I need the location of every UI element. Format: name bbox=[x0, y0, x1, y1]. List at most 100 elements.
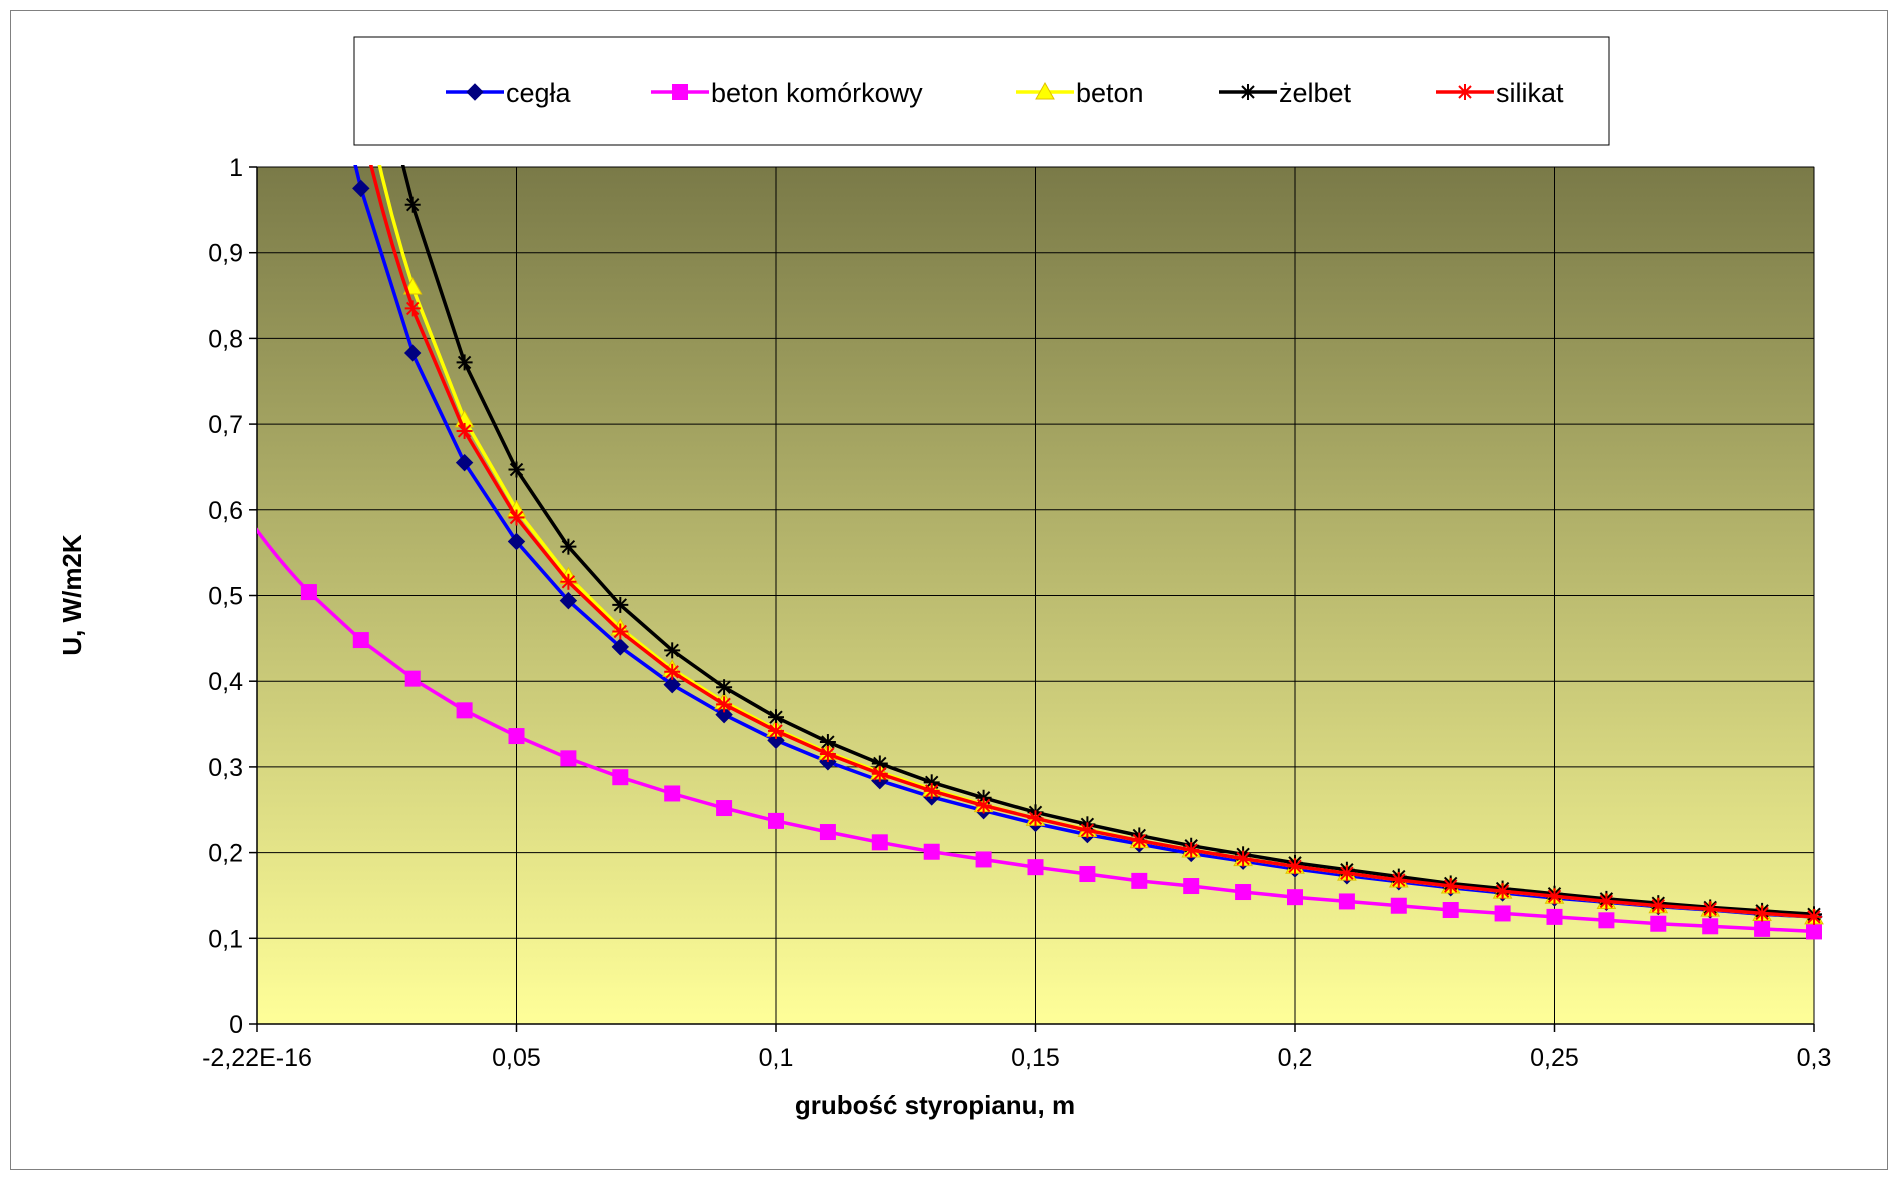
y-tick-label-8: 0,8 bbox=[208, 325, 243, 353]
point-4-10 bbox=[819, 746, 836, 763]
point-4-18 bbox=[1235, 850, 1252, 867]
point-1-19 bbox=[1287, 889, 1303, 906]
legend-item-1: beton komórkowy bbox=[651, 78, 923, 108]
legend-marker-2 bbox=[1035, 81, 1055, 100]
legend-label-0: cegła bbox=[506, 78, 572, 108]
point-1-2 bbox=[404, 670, 421, 687]
legend-marker-1 bbox=[672, 84, 688, 100]
point-4-22 bbox=[1442, 878, 1459, 895]
x-tick-label-5: 0,25 bbox=[1530, 1044, 1579, 1072]
grid bbox=[256, 166, 1815, 1025]
point-4-17 bbox=[1183, 842, 1200, 859]
chart-frame: cegła beton komórkowy beton żelbet silikat 0… bbox=[10, 10, 1888, 1170]
point-1-3 bbox=[456, 702, 473, 719]
point-4-12 bbox=[923, 782, 940, 799]
point-1-23 bbox=[1494, 905, 1511, 922]
point-1-18 bbox=[1235, 884, 1252, 901]
point-4-3 bbox=[456, 422, 473, 439]
point-1-11 bbox=[871, 834, 888, 851]
y-tick-label-2: 0,2 bbox=[208, 840, 243, 868]
point-1-27 bbox=[1702, 918, 1719, 935]
point-0-6 bbox=[611, 638, 630, 656]
y-tick-label-3: 0,3 bbox=[208, 754, 243, 782]
legend-box bbox=[353, 36, 1610, 146]
series-4 bbox=[369, 165, 1822, 925]
legend-label-4: silikat bbox=[1496, 78, 1564, 108]
y-tick-label-10: 1 bbox=[229, 154, 243, 182]
point-3-6 bbox=[612, 596, 629, 613]
point-1-9 bbox=[768, 812, 784, 829]
point-0-2 bbox=[403, 344, 422, 362]
series-line-3 bbox=[400, 165, 1815, 917]
y-axis-title: U, W/m2K bbox=[57, 534, 87, 656]
point-0-7 bbox=[663, 675, 681, 694]
point-3-9 bbox=[768, 709, 784, 726]
y-tick-label-9: 0,9 bbox=[208, 240, 243, 268]
point-3-5 bbox=[560, 538, 577, 555]
x-tick-label-1: 0,05 bbox=[492, 1044, 541, 1072]
legend-item-3: żelbet bbox=[1219, 78, 1352, 108]
point-3-4 bbox=[508, 461, 525, 478]
point-4-8 bbox=[716, 696, 733, 713]
point-4-27 bbox=[1702, 901, 1719, 918]
point-1-22 bbox=[1442, 902, 1459, 919]
point-1-5 bbox=[560, 750, 577, 767]
point-1-0 bbox=[300, 584, 317, 601]
point-1-20 bbox=[1338, 893, 1355, 910]
y-tick-label-0: 0 bbox=[229, 1011, 243, 1039]
y-tick-label-6: 0,6 bbox=[208, 497, 243, 525]
point-4-16 bbox=[1131, 832, 1148, 849]
legend-label-1: beton komórkowy bbox=[711, 78, 923, 108]
point-3-3 bbox=[456, 354, 473, 371]
legend-label-3: żelbet bbox=[1279, 78, 1352, 108]
chart-svg: cegła beton komórkowy beton żelbet silikat 0… bbox=[57, 36, 1831, 1120]
x-tick-label-2: 0,1 bbox=[759, 1044, 794, 1072]
point-1-7 bbox=[664, 785, 681, 802]
x-tick-label-3: 0,15 bbox=[1011, 1044, 1060, 1072]
y-tick-label-1: 0,1 bbox=[208, 925, 243, 953]
x-axis-title: grubość styropianu, m bbox=[795, 1090, 1075, 1120]
point-4-9 bbox=[768, 722, 784, 739]
point-4-7 bbox=[664, 663, 681, 680]
point-3-10 bbox=[819, 734, 836, 751]
point-4-23 bbox=[1494, 883, 1511, 900]
series-layer bbox=[257, 165, 1824, 940]
point-4-6 bbox=[612, 623, 629, 640]
point-0-3 bbox=[455, 453, 474, 472]
point-4-26 bbox=[1650, 897, 1667, 914]
point-4-5 bbox=[560, 573, 577, 590]
point-4-21 bbox=[1390, 872, 1407, 889]
point-4-13 bbox=[975, 797, 992, 814]
point-4-29 bbox=[1806, 908, 1822, 925]
legend-marker-3 bbox=[1240, 84, 1256, 100]
x-tick-label-0: -2,22E-16 bbox=[202, 1044, 312, 1072]
point-1-16 bbox=[1131, 872, 1148, 889]
point-4-15 bbox=[1079, 822, 1096, 839]
point-1-13 bbox=[975, 851, 992, 868]
point-4-19 bbox=[1287, 858, 1303, 875]
tick-labels: 0 0,1 0,2 0,3 0,4 0,5 0,6 0,7 0,8 0,9 1 -2,22E-16 0,… bbox=[202, 154, 1831, 1072]
point-0-8 bbox=[715, 705, 733, 724]
point-4-14 bbox=[1027, 810, 1044, 827]
point-0-1 bbox=[352, 179, 370, 198]
y-tick-label-7: 0,7 bbox=[208, 411, 243, 439]
point-1-24 bbox=[1546, 908, 1563, 925]
series-1 bbox=[257, 527, 1822, 940]
point-0-5 bbox=[559, 591, 578, 610]
axes bbox=[249, 166, 1815, 1032]
point-1-26 bbox=[1650, 915, 1667, 932]
point-3-2 bbox=[404, 196, 421, 213]
point-1-10 bbox=[819, 824, 836, 841]
legend-item-2: beton bbox=[1016, 78, 1144, 108]
point-1-29 bbox=[1806, 923, 1822, 940]
point-1-14 bbox=[1027, 859, 1044, 876]
point-1-21 bbox=[1390, 897, 1407, 914]
point-3-11 bbox=[871, 755, 888, 772]
point-1-6 bbox=[612, 769, 629, 786]
point-4-11 bbox=[871, 765, 888, 782]
point-1-28 bbox=[1754, 920, 1771, 937]
point-1-15 bbox=[1079, 866, 1096, 883]
point-4-28 bbox=[1754, 905, 1771, 922]
point-4-4 bbox=[508, 509, 525, 526]
point-4-20 bbox=[1338, 865, 1355, 882]
